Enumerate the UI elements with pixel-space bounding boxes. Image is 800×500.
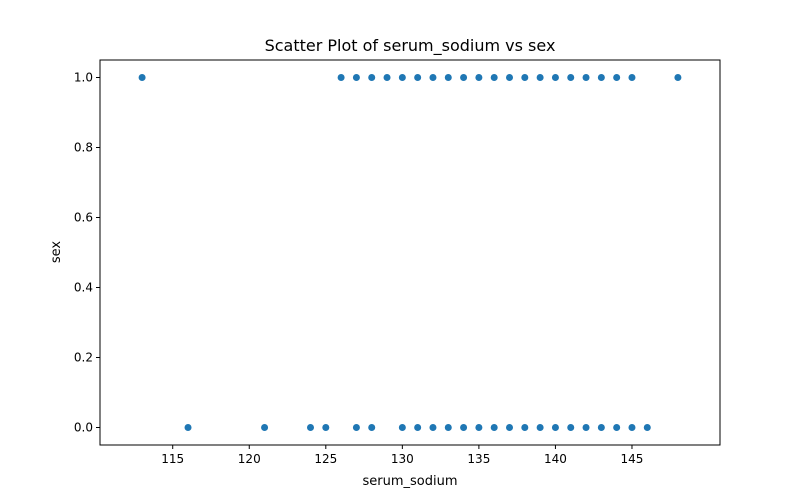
data-point xyxy=(306,424,314,431)
data-point xyxy=(398,424,406,431)
data-point xyxy=(429,424,437,431)
data-point xyxy=(582,74,590,81)
y-axis-ticks: 0.0 0.2 0.4 0.6 0.8 1.0 xyxy=(74,71,100,435)
y-tick-label: 0.6 xyxy=(74,211,93,225)
x-tick-label: 130 xyxy=(391,452,414,466)
y-tick-label: 0.8 xyxy=(74,141,93,155)
data-point xyxy=(597,74,605,81)
y-tick-label: 0.0 xyxy=(74,421,93,435)
x-axis-ticks: 115 120 125 130 135 140 145 xyxy=(161,445,643,466)
y-tick-label: 0.4 xyxy=(74,281,93,295)
data-point xyxy=(460,424,468,431)
data-point xyxy=(414,74,422,81)
data-point xyxy=(398,74,406,81)
plot-area xyxy=(99,59,721,446)
data-point xyxy=(643,424,651,431)
chart-title: Scatter Plot of serum_sodium vs sex xyxy=(265,36,556,56)
data-point xyxy=(352,424,360,431)
data-point xyxy=(628,424,636,431)
axes-frame xyxy=(99,59,721,446)
data-point xyxy=(261,424,269,431)
data-point xyxy=(368,74,376,81)
data-point xyxy=(337,74,345,81)
x-tick-label: 135 xyxy=(467,452,490,466)
data-point xyxy=(414,424,422,431)
x-tick-label: 125 xyxy=(314,452,337,466)
y-axis-label: sex xyxy=(49,241,64,264)
data-point xyxy=(582,424,590,431)
data-point xyxy=(521,74,529,81)
data-point xyxy=(138,74,146,81)
data-point xyxy=(352,74,360,81)
data-point xyxy=(597,424,605,431)
data-point xyxy=(567,74,575,81)
data-point xyxy=(475,74,483,81)
x-tick-label: 115 xyxy=(161,452,184,466)
x-tick-label: 120 xyxy=(238,452,261,466)
data-point xyxy=(184,424,192,431)
x-tick-label: 140 xyxy=(544,452,567,466)
data-point xyxy=(536,74,544,81)
data-point xyxy=(368,424,376,431)
x-tick-label: 145 xyxy=(621,452,644,466)
data-points xyxy=(138,74,682,431)
data-point xyxy=(444,424,452,431)
y-tick-label: 0.2 xyxy=(74,351,93,365)
data-point xyxy=(460,74,468,81)
data-point xyxy=(551,424,559,431)
y-tick-label: 1.0 xyxy=(74,71,93,85)
data-point xyxy=(628,74,636,81)
data-point xyxy=(506,424,514,431)
data-point xyxy=(613,424,621,431)
x-axis-label: serum_sodium xyxy=(362,474,457,489)
data-point xyxy=(521,424,529,431)
data-point xyxy=(490,424,498,431)
data-point xyxy=(475,424,483,431)
data-point xyxy=(613,74,621,81)
data-point xyxy=(322,424,330,431)
data-point xyxy=(551,74,559,81)
data-point xyxy=(567,424,575,431)
data-point xyxy=(536,424,544,431)
data-point xyxy=(383,74,391,81)
data-point xyxy=(674,74,682,81)
data-point xyxy=(429,74,437,81)
data-point xyxy=(444,74,452,81)
data-point xyxy=(506,74,514,81)
data-point xyxy=(490,74,498,81)
